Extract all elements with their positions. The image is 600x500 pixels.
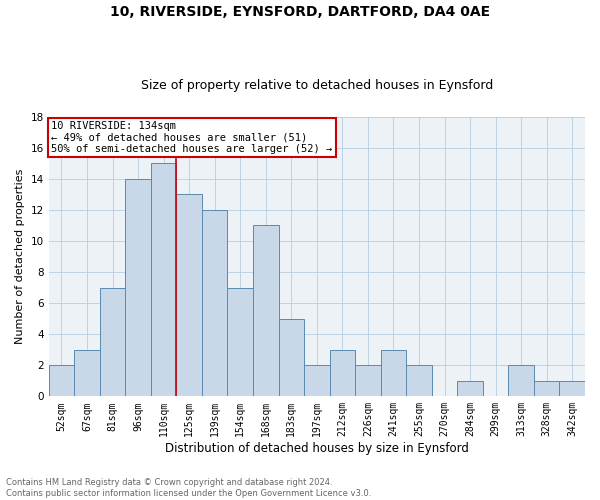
Bar: [559, 381, 585, 396]
X-axis label: Distribution of detached houses by size in Eynsford: Distribution of detached houses by size …: [165, 442, 469, 455]
Bar: [457, 381, 483, 396]
Y-axis label: Number of detached properties: Number of detached properties: [15, 169, 25, 344]
Bar: [406, 366, 432, 396]
Bar: [74, 350, 100, 397]
Bar: [278, 318, 304, 396]
Bar: [151, 164, 176, 396]
Bar: [49, 366, 74, 396]
Text: 10 RIVERSIDE: 134sqm
← 49% of detached houses are smaller (51)
50% of semi-detac: 10 RIVERSIDE: 134sqm ← 49% of detached h…: [52, 121, 332, 154]
Bar: [508, 366, 534, 396]
Bar: [176, 194, 202, 396]
Bar: [534, 381, 559, 396]
Bar: [253, 226, 278, 396]
Bar: [100, 288, 125, 397]
Bar: [202, 210, 227, 396]
Bar: [304, 366, 329, 396]
Bar: [329, 350, 355, 397]
Bar: [227, 288, 253, 397]
Text: 10, RIVERSIDE, EYNSFORD, DARTFORD, DA4 0AE: 10, RIVERSIDE, EYNSFORD, DARTFORD, DA4 0…: [110, 5, 490, 19]
Title: Size of property relative to detached houses in Eynsford: Size of property relative to detached ho…: [141, 79, 493, 92]
Bar: [355, 366, 380, 396]
Bar: [380, 350, 406, 397]
Text: Contains HM Land Registry data © Crown copyright and database right 2024.
Contai: Contains HM Land Registry data © Crown c…: [6, 478, 371, 498]
Bar: [125, 179, 151, 396]
